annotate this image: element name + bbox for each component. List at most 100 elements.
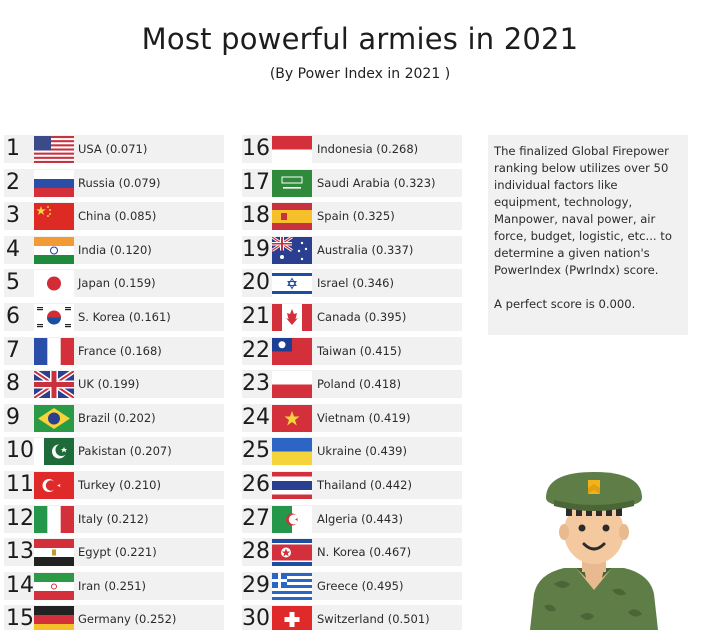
ranking-column-1: 1 USA (0.071) 2 Russia (0.079) 3 China (0.085… (4, 135, 224, 630)
indonesia-flag-icon (272, 136, 312, 163)
north-korea-flag-icon (272, 539, 312, 567)
chart-title: Most powerful armies in 2021 (141, 22, 579, 56)
country-label: Russia (0.079) (78, 175, 161, 190)
country-label: Brazil (0.202) (78, 410, 156, 425)
ranking-row: 19 Australia (0.337) (242, 235, 462, 264)
rank-number: 20 (242, 270, 270, 296)
turkey-flag-icon (34, 471, 74, 499)
rank-number: 19 (242, 236, 270, 262)
country-label: Iran (0.251) (78, 578, 147, 593)
ranking-row: 28 N. Korea (0.467) (242, 538, 462, 567)
taiwan-flag-icon (272, 337, 312, 365)
egypt-flag-icon (34, 539, 74, 567)
rank-number: 6 (6, 303, 20, 329)
ranking-row: 27 Algeria (0.443) (242, 504, 462, 533)
rank-number: 25 (242, 438, 270, 464)
rank-number: 17 (242, 169, 270, 195)
ranking-row: 6 S. Korea (0.161) (4, 302, 224, 331)
rank-number: 5 (6, 270, 20, 296)
ranking-row: 21 Canada (0.395) (242, 302, 462, 331)
country-label: N. Korea (0.467) (317, 545, 412, 560)
ranking-row: 15 Germany (0.252) (4, 605, 224, 630)
brazil-flag-icon (34, 404, 74, 432)
country-label: Poland (0.418) (317, 377, 401, 392)
spain-flag-icon (272, 203, 312, 231)
rank-number: 23 (242, 371, 270, 397)
ranking-row: 12 Italy (0.212) (4, 504, 224, 533)
ranking-row: 29 Greece (0.495) (242, 571, 462, 600)
ranking-column-2: 16 Indonesia (0.268) 17 Saudi Arabia (0.323… (242, 135, 462, 630)
vietnam-flag-icon (272, 404, 312, 432)
australia-flag-icon (272, 236, 312, 264)
country-label: Greece (0.495) (317, 578, 404, 593)
country-label: Indonesia (0.268) (317, 142, 419, 156)
country-label: Australia (0.337) (317, 242, 414, 257)
rank-number: 22 (242, 337, 270, 363)
ranking-row: 22 Taiwan (0.415) (242, 336, 462, 365)
usa-flag-icon (34, 136, 74, 163)
rank-number: 24 (242, 404, 270, 430)
ranking-row: 20 Israel (0.346) (242, 269, 462, 298)
poland-flag-icon (272, 371, 312, 399)
ranking-row: 30 Switzerland (0.501) (242, 605, 462, 630)
uk-flag-icon (34, 371, 74, 399)
country-label: Turkey (0.210) (78, 477, 161, 492)
canada-flag-icon (272, 303, 312, 331)
switzerland-flag-icon (272, 606, 312, 630)
ranking-row: 23 Poland (0.418) (242, 370, 462, 399)
rank-number: 9 (6, 404, 20, 430)
country-label: Egypt (0.221) (78, 545, 157, 560)
ranking-row: 18 Spain (0.325) (242, 202, 462, 231)
rank-number: 16 (242, 136, 270, 161)
rank-number: 14 (6, 572, 34, 598)
rank-number: 28 (242, 539, 270, 565)
ranking-row: 5 Japan (0.159) (4, 269, 224, 298)
country-label: Algeria (0.443) (317, 511, 403, 526)
ranking-row: 3 China (0.085) (4, 202, 224, 231)
country-label: Vietnam (0.419) (317, 410, 411, 425)
ranking-row: 10 Pakistan (0.207) (4, 437, 224, 466)
rank-number: 7 (6, 337, 20, 363)
rank-number: 12 (6, 505, 34, 531)
country-label: Thailand (0.442) (317, 477, 412, 492)
rank-number: 18 (242, 203, 270, 229)
saudi-arabia-flag-icon (272, 169, 312, 197)
chart-subtitle: (By Power Index in 2021 ) (269, 66, 451, 82)
country-label: Spain (0.325) (317, 209, 395, 224)
country-label: UK (0.199) (78, 377, 140, 392)
country-label: Saudi Arabia (0.323) (317, 175, 436, 190)
south-korea-flag-icon (34, 303, 74, 331)
rank-number: 10 (6, 438, 34, 464)
rank-number: 27 (242, 505, 270, 531)
china-flag-icon (34, 203, 74, 231)
pakistan-flag-icon (34, 438, 74, 466)
ranking-row: 9 Brazil (0.202) (4, 403, 224, 432)
ranking-row: 25 Ukraine (0.439) (242, 437, 462, 466)
ranking-row: 13 Egypt (0.221) (4, 538, 224, 567)
rank-number: 2 (6, 169, 20, 195)
ranking-row: 17 Saudi Arabia (0.323) (242, 168, 462, 197)
rank-number: 8 (6, 371, 20, 397)
rank-number: 29 (242, 572, 270, 598)
country-label: Germany (0.252) (78, 612, 177, 627)
iran-flag-icon (34, 572, 74, 600)
ranking-row: 24 Vietnam (0.419) (242, 403, 462, 432)
ranking-row: 8 UK (0.199) (4, 370, 224, 399)
country-label: Israel (0.346) (317, 276, 394, 291)
rank-number: 11 (6, 471, 34, 497)
rank-number: 4 (6, 236, 20, 262)
ranking-row: 7 France (0.168) (4, 336, 224, 365)
greece-flag-icon (272, 572, 312, 600)
country-label: India (0.120) (78, 242, 152, 257)
country-label: Canada (0.395) (317, 309, 407, 324)
israel-flag-icon (272, 270, 312, 298)
rank-number: 13 (6, 539, 34, 565)
country-label: China (0.085) (78, 209, 157, 224)
ranking-row: 4 India (0.120) (4, 235, 224, 264)
country-label: France (0.168) (78, 343, 162, 358)
rank-number: 26 (242, 471, 270, 497)
info-box: The finalized Global Firepower ranking b… (488, 135, 688, 335)
india-flag-icon (34, 236, 74, 264)
rank-number: 15 (6, 606, 34, 630)
country-label: Italy (0.212) (78, 511, 149, 526)
